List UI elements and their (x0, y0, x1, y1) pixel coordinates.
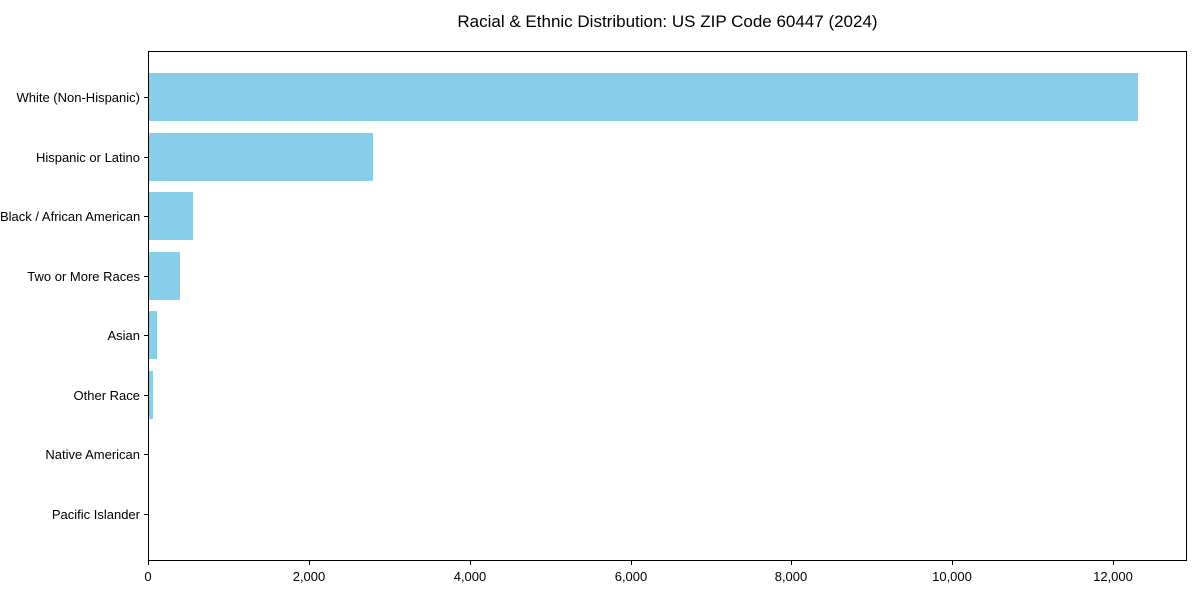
y-tick-label: White (Non-Hispanic) (16, 90, 140, 105)
bar-other-race (149, 370, 153, 419)
plot-area (148, 51, 1187, 561)
y-tick-mark (144, 514, 148, 515)
y-tick-mark (144, 216, 148, 217)
x-tick-label: 4,000 (453, 569, 487, 584)
x-tick-mark (309, 561, 310, 565)
y-tick-mark (144, 157, 148, 158)
bar-asian (149, 311, 157, 360)
y-tick-label: Hispanic or Latino (35, 150, 140, 165)
y-tick-label: Native American (45, 447, 140, 462)
y-tick-mark (144, 97, 148, 98)
x-tick-mark (952, 561, 953, 565)
x-tick-mark (791, 561, 792, 565)
bar-two-or-more-races (149, 251, 180, 300)
x-tick-mark (148, 561, 149, 565)
x-tick-label: 6,000 (614, 569, 648, 584)
x-tick-label: 2,000 (292, 569, 326, 584)
x-tick-mark (470, 561, 471, 565)
y-tick-mark (144, 454, 148, 455)
x-tick-label: 0 (144, 569, 152, 584)
x-tick-label: 12,000 (1093, 569, 1133, 584)
y-tick-label: Other Race (73, 388, 140, 403)
chart-title: Racial & Ethnic Distribution: US ZIP Cod… (457, 12, 878, 31)
x-tick-label: 8,000 (774, 569, 808, 584)
y-tick-label: Two or More Races (27, 269, 140, 284)
bar-white-non-hispanic (149, 73, 1138, 121)
x-tick-label: 10,000 (932, 569, 972, 584)
x-tick-mark (1113, 561, 1114, 565)
y-tick-label: Asian (107, 328, 140, 343)
y-tick-label: Black / African American (0, 209, 141, 224)
y-tick-mark (144, 276, 148, 277)
y-tick-label: Pacific Islander (51, 507, 140, 522)
x-tick-mark (631, 561, 632, 565)
bar-hispanic-or-latino (149, 132, 373, 181)
bar-black-african-american (149, 192, 193, 241)
y-tick-mark (144, 335, 148, 336)
y-tick-mark (144, 395, 148, 396)
